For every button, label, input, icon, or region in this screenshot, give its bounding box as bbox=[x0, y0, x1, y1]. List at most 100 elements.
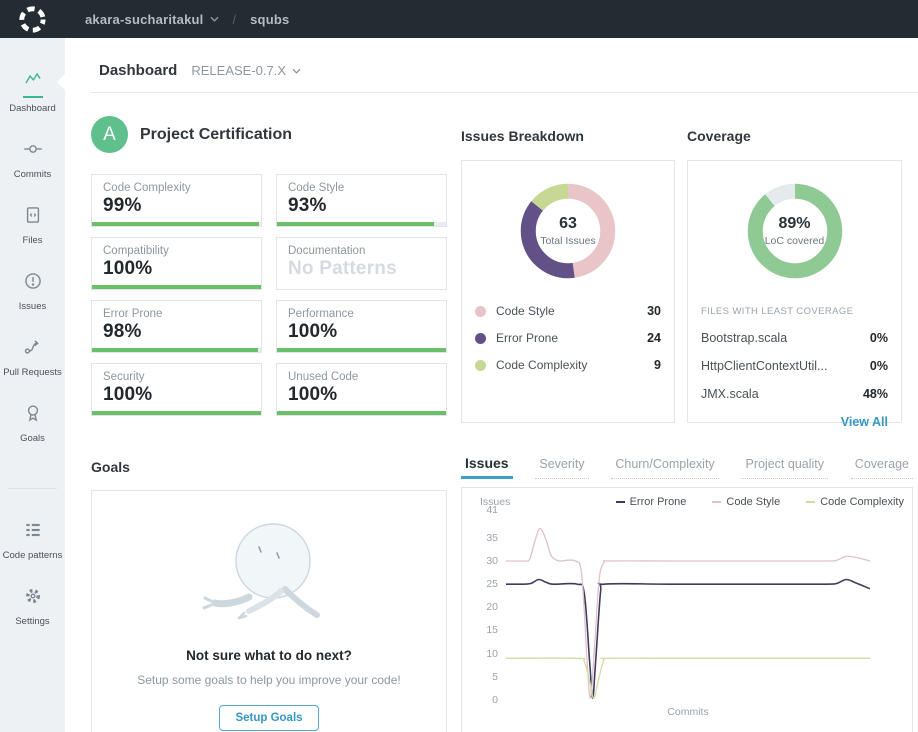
file-row[interactable]: JMX.scala 48% bbox=[701, 387, 888, 401]
tab-issues[interactable]: Issues bbox=[461, 455, 513, 479]
metric-card-error-prone[interactable]: Error Prone 98% bbox=[91, 300, 262, 353]
setup-goals-button[interactable]: Setup Goals bbox=[219, 705, 319, 731]
goals-subtext: Setup some goals to help you improve you… bbox=[137, 673, 401, 687]
y-tick-label: 5 bbox=[492, 670, 498, 683]
donut-svg bbox=[520, 183, 616, 279]
file-coverage-value: 0% bbox=[869, 359, 888, 373]
y-tick-label: 30 bbox=[486, 554, 498, 567]
line-chart-svg bbox=[506, 527, 870, 700]
org-selector[interactable]: akara-sucharitakul bbox=[85, 11, 204, 27]
legend-label: Code Style bbox=[496, 304, 555, 318]
donut-svg bbox=[747, 183, 842, 279]
branch-selector[interactable]: RELEASE-0.7.X bbox=[191, 63, 301, 78]
metric-card-unused-code[interactable]: Unused Code 100% bbox=[276, 363, 447, 416]
breadcrumb-separator: / bbox=[232, 11, 237, 27]
breadcrumb: akara-sucharitakul / squbs bbox=[85, 12, 289, 27]
sidebar-item-label: Code patterns bbox=[2, 550, 63, 561]
view-all-link[interactable]: View All bbox=[840, 415, 888, 429]
metric-progress-bar bbox=[277, 222, 435, 226]
sidebar-item-label: Goals bbox=[20, 433, 45, 444]
y-axis-ticks: 41 35 30 25 20 15 10 5 0 bbox=[470, 504, 506, 706]
dashboard-icon bbox=[22, 69, 43, 98]
sidebar-item-settings[interactable]: Settings bbox=[0, 579, 65, 634]
goals-section: Goals N bbox=[91, 451, 447, 732]
page-header: Dashboard RELEASE-0.7.X bbox=[91, 38, 918, 93]
sidebar-item-goals[interactable]: Goals bbox=[0, 396, 65, 451]
tab-churn-complexity[interactable]: Churn/Complexity bbox=[611, 457, 719, 479]
metric-progress-bar bbox=[92, 285, 261, 289]
y-tick-label: 15 bbox=[486, 624, 498, 637]
commit-icon bbox=[23, 139, 43, 164]
balloon-illustration bbox=[202, 523, 320, 620]
sidebar-item-issues[interactable]: Issues bbox=[0, 264, 65, 319]
sidebar-item-pull-requests[interactable]: Pull Requests bbox=[0, 330, 65, 385]
tab-severity[interactable]: Severity bbox=[535, 457, 589, 479]
metric-progress-bar bbox=[277, 411, 446, 415]
sidebar-item-dashboard[interactable]: Dashboard bbox=[0, 62, 65, 121]
metric-card-security[interactable]: Security 100% bbox=[91, 363, 262, 416]
y-tick-label: 35 bbox=[486, 531, 498, 544]
metric-progress-track bbox=[92, 348, 261, 352]
repo-link[interactable]: squbs bbox=[250, 11, 290, 27]
legend-dot bbox=[475, 305, 486, 317]
file-row[interactable]: HttpClientContextUtil... 0% bbox=[701, 359, 888, 373]
series-line-error-prone bbox=[506, 578, 870, 699]
metric-label: Performance bbox=[288, 308, 354, 320]
series-line-code-style bbox=[506, 527, 870, 699]
legend-item-code-style: Code Style bbox=[712, 496, 780, 508]
legend-row-code-style: Code Style 30 bbox=[475, 304, 661, 318]
sidebar-item-label: Issues bbox=[18, 301, 47, 312]
sidebar-item-files[interactable]: Files bbox=[0, 198, 65, 253]
metric-label: Unused Code bbox=[288, 371, 359, 383]
legend-label: Error Prone bbox=[629, 496, 687, 508]
sidebar-divider bbox=[8, 488, 57, 489]
series-line-code-complexity bbox=[506, 657, 870, 700]
codacy-logo-icon[interactable] bbox=[17, 4, 48, 35]
metric-value: 100% bbox=[103, 384, 153, 405]
issues-trend-chart-card: Issues Error Prone Code Style bbox=[461, 487, 913, 732]
file-row[interactable]: Bootstrap.scala 0% bbox=[701, 331, 888, 345]
coverage-card: 89% LoC covered FILES WITH LEAST COVERAG… bbox=[687, 160, 902, 429]
coverage-donut-chart: 89% LoC covered bbox=[742, 178, 848, 284]
legend-row-code-complexity: Code Complexity 9 bbox=[475, 358, 661, 372]
legend-dot bbox=[475, 359, 486, 371]
main-content: Dashboard RELEASE-0.7.X A Project Certif… bbox=[65, 38, 918, 732]
metric-progress-track bbox=[92, 222, 261, 226]
sidebar-item-code-patterns[interactable]: Code patterns bbox=[0, 513, 65, 568]
issues-donut-chart: 63 Total Issues bbox=[515, 178, 621, 284]
sidebar-item-label: Settings bbox=[15, 616, 50, 627]
metric-label: Compatibility bbox=[103, 245, 169, 257]
metric-progress-bar bbox=[92, 222, 260, 226]
metric-card-compatibility[interactable]: Compatibility 100% bbox=[91, 237, 262, 290]
metric-progress-track bbox=[277, 222, 446, 226]
metric-card-performance[interactable]: Performance 100% bbox=[276, 300, 447, 353]
issues-legend: Code Style 30 Error Prone 24 bbox=[475, 304, 661, 372]
chart-legend: Error Prone Code Style Code Complexity bbox=[590, 496, 904, 508]
coverage-title: Coverage bbox=[687, 128, 751, 144]
metric-progress-track bbox=[92, 411, 261, 415]
metric-card-code-style[interactable]: Code Style 93% bbox=[276, 174, 447, 227]
tab-coverage[interactable]: Coverage bbox=[850, 457, 913, 479]
metric-card-code-complexity[interactable]: Code Complexity 99% bbox=[91, 174, 262, 227]
metric-value: 99% bbox=[103, 195, 142, 216]
sidebar-item-label: Pull Requests bbox=[3, 367, 62, 378]
branch-label: RELEASE-0.7.X bbox=[191, 63, 287, 78]
sidebar-item-commits[interactable]: Commits bbox=[0, 132, 65, 187]
metric-progress-bar bbox=[277, 348, 446, 352]
tab-project-quality[interactable]: Project quality bbox=[741, 457, 828, 479]
metric-value: 100% bbox=[103, 258, 153, 279]
y-tick-label: 25 bbox=[486, 578, 498, 591]
metric-card-documentation[interactable]: Documentation No Patterns bbox=[276, 237, 447, 290]
goals-heading: Not sure what to do next? bbox=[186, 648, 352, 663]
file-name: Bootstrap.scala bbox=[701, 331, 788, 345]
certification-section: A Project Certification Code Complexity … bbox=[91, 116, 447, 416]
goals-empty-state-card: Not sure what to do next? Setup some goa… bbox=[91, 490, 447, 732]
legend-value: 9 bbox=[654, 358, 661, 372]
legend-dash bbox=[712, 501, 722, 503]
chevron-down-icon[interactable] bbox=[209, 16, 219, 22]
goals-title: Goals bbox=[91, 459, 130, 475]
total-issues-value: 63 bbox=[559, 215, 577, 232]
list-icon bbox=[23, 520, 43, 545]
metric-value: 93% bbox=[288, 195, 327, 216]
